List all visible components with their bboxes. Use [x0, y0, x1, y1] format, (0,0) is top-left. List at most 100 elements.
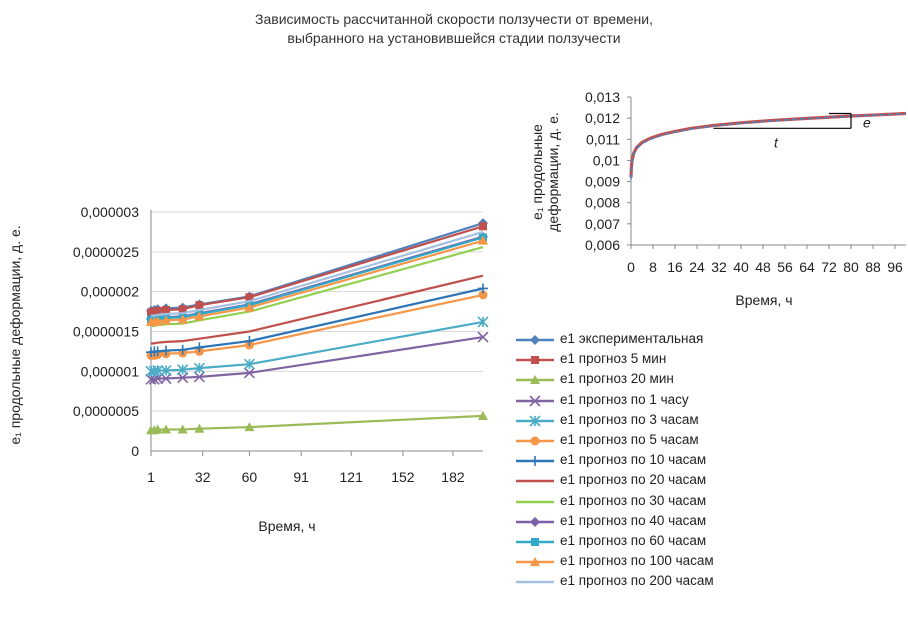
main-y-tick-label: 0,0000005 — [73, 403, 139, 419]
main-y-tick-label: 0,000001 — [81, 363, 140, 379]
legend-marker — [531, 356, 539, 365]
data-point — [152, 346, 163, 357]
main-y-tick-label: 0,000002 — [81, 284, 140, 300]
legend-marker — [531, 537, 539, 546]
data-point — [177, 372, 189, 384]
legend-swatch — [516, 394, 554, 407]
legend-marker — [529, 415, 541, 427]
series-3 — [146, 410, 488, 435]
inset-y-tick-label: 0,007 — [585, 216, 620, 232]
legend-swatch — [516, 335, 554, 345]
data-point — [194, 311, 205, 321]
inset-x-tick-label: 8 — [649, 259, 657, 275]
main-y-tick-label: 0,0000025 — [73, 244, 139, 260]
chart-title-line1: Зависимость рассчитанной скорости ползуч… — [255, 11, 653, 27]
data-point — [477, 316, 489, 328]
data-point — [244, 422, 255, 432]
main-x-tick-label: 60 — [242, 469, 258, 485]
data-point — [177, 424, 188, 434]
inset-y-axis-label-line1: e₁ продольные — [529, 124, 545, 220]
legend-label: e1 прогноз по 5 часам — [560, 431, 699, 447]
data-point — [477, 331, 489, 343]
legend-label: e1 прогноз по 30 часам — [560, 492, 707, 508]
data-point — [193, 371, 205, 383]
legend-swatch — [516, 557, 554, 567]
inset-x-tick-label: 56 — [777, 259, 793, 275]
inset-series-2 — [630, 112, 907, 180]
inset-x-tick-label: 96 — [887, 259, 903, 275]
inset-x-axis-label: Время, ч — [735, 292, 792, 308]
series-5 — [145, 316, 489, 377]
main-y-tick-label: 0,000003 — [81, 204, 140, 220]
legend-marker — [529, 394, 541, 407]
data-point — [177, 344, 188, 355]
data-point — [479, 222, 487, 231]
main-y-tick-label: 0 — [131, 443, 139, 459]
data-point — [162, 305, 171, 314]
legend-marker — [530, 557, 540, 567]
inset-x-tick-label: 24 — [689, 259, 705, 275]
legend-label: e1 прогноз по 1 часу — [560, 391, 689, 407]
legend-swatch — [516, 480, 554, 483]
data-point — [152, 316, 163, 326]
legend-marker — [530, 456, 540, 467]
data-point — [243, 367, 255, 379]
legend-swatch — [516, 436, 554, 446]
chart-title: Зависимость рассчитанной скорости ползуч… — [0, 10, 908, 48]
e-annotation: e — [863, 114, 871, 130]
legend-label: e1 прогноз по 100 часам — [560, 553, 714, 569]
inset-y-tick-label: 0,011 — [586, 131, 620, 147]
legend-marker — [530, 335, 540, 345]
inset-y-tick-label: 0,01 — [593, 152, 620, 168]
inset-y-tick-label: 0,013 — [585, 89, 620, 105]
series-12 — [146, 235, 488, 326]
inset-x-tick-label: 80 — [843, 259, 859, 275]
inset-x-tick-label: 72 — [821, 259, 837, 275]
legend-label: e1 прогноз по 40 часам — [560, 512, 707, 528]
data-point — [244, 302, 255, 312]
main-x-axis-label: Время, ч — [258, 518, 315, 534]
series-13 — [151, 230, 484, 317]
inset-y-axis-label-line2: деформации, д. е. — [545, 112, 561, 232]
legend-label: e1 прогноз по 20 часам — [560, 472, 707, 488]
legend-label: e1 прогноз по 10 часам — [560, 452, 707, 468]
data-point — [160, 364, 172, 377]
data-point — [194, 423, 205, 433]
data-point — [152, 364, 164, 377]
main-x-tick-label: 121 — [340, 469, 364, 485]
legend-marker — [530, 516, 540, 527]
data-point — [478, 290, 488, 300]
legend-label: e1 прогноз по 3 часам — [560, 411, 699, 427]
data-point — [194, 342, 205, 353]
data-point — [177, 314, 188, 324]
legend-swatch — [516, 516, 554, 527]
inset-y-tick-label: 0,009 — [585, 174, 620, 190]
inset-x-tick-label: 32 — [711, 259, 727, 275]
data-point — [245, 293, 254, 302]
main-x-tick-label: 182 — [441, 469, 465, 485]
main-x-tick-label: 1 — [147, 469, 155, 485]
legend-label: e1 прогноз по 200 часам — [560, 573, 714, 589]
inset-y-tick-label: 0,012 — [585, 110, 620, 126]
data-point — [153, 306, 162, 315]
data-point — [478, 235, 488, 245]
inset-y-tick-label: 0,008 — [585, 195, 620, 211]
data-point — [161, 315, 172, 325]
series-2 — [147, 222, 487, 317]
series-line — [151, 274, 484, 345]
main-y-tick-label: 0,0000015 — [73, 324, 139, 340]
main-x-tick-label: 91 — [293, 469, 309, 485]
chart-title-line2: выбранного на установившейся стадии полз… — [287, 30, 621, 46]
data-point — [478, 283, 488, 294]
legend-swatch — [516, 537, 554, 546]
main-y-axis-label: e₁ продольные деформации, д. е. — [7, 225, 23, 444]
series-8 — [151, 274, 484, 345]
main-x-tick-label: 32 — [195, 469, 211, 485]
legend-swatch — [516, 375, 554, 385]
legend-marker — [530, 375, 540, 385]
legend-swatch — [516, 500, 554, 503]
series-7 — [146, 283, 488, 358]
series-line — [151, 230, 484, 317]
inset-x-tick-label: 88 — [865, 259, 881, 275]
